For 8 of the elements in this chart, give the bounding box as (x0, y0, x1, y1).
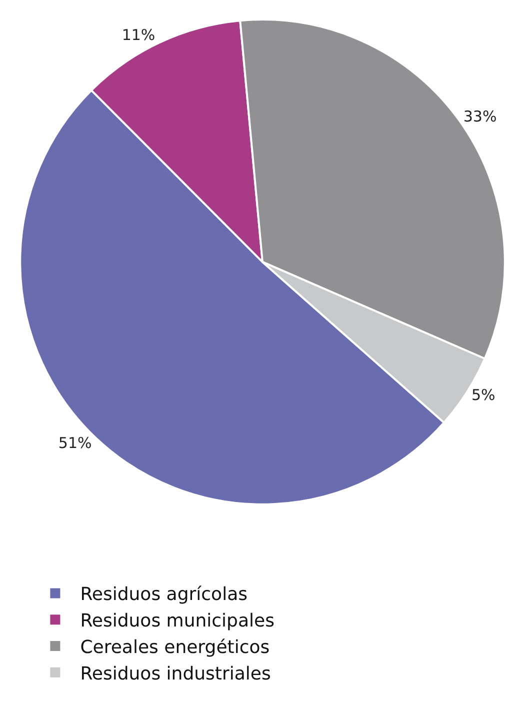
legend-label: Residuos agrícolas (80, 584, 248, 606)
data-label: 11% (122, 26, 156, 44)
legend-label: Residuos municipales (80, 610, 274, 632)
data-label: 33% (463, 108, 497, 126)
legend-label: Residuos industriales (80, 663, 271, 684)
legend-label: Cereales energéticos (80, 637, 270, 658)
data-label: 51% (58, 434, 92, 452)
data-label: 5% (471, 386, 496, 404)
